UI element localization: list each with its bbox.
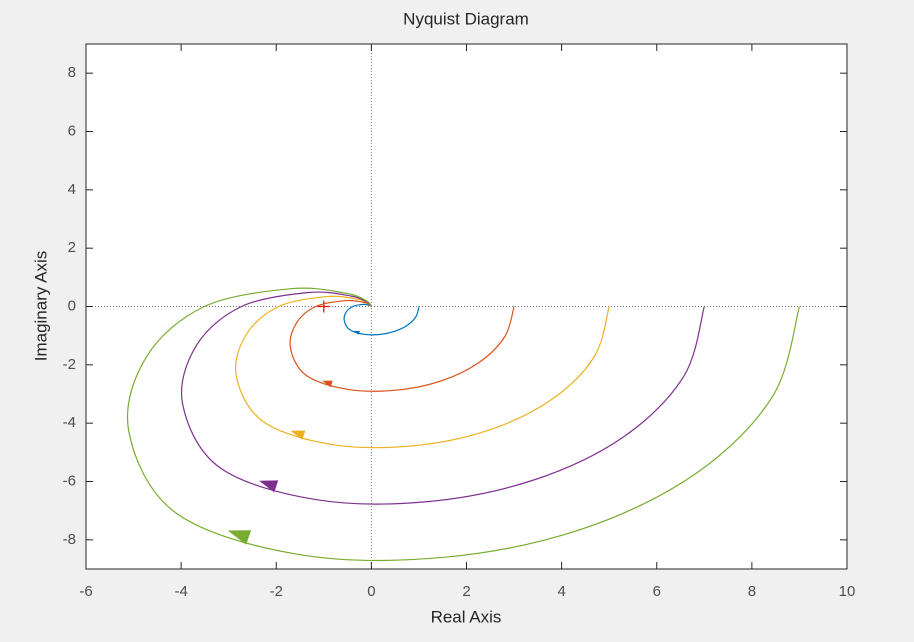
x-axis-label: Real Axis <box>431 607 502 626</box>
y-tick-label: -4 <box>63 414 76 431</box>
x-tick-label: 10 <box>839 583 856 600</box>
y-tick-label: -6 <box>63 472 76 489</box>
y-tick-label: 4 <box>68 181 76 198</box>
direction-arrow <box>227 530 252 545</box>
nyquist-curve <box>126 287 801 561</box>
x-tick-label: 8 <box>748 583 756 600</box>
y-tick-label: 2 <box>68 239 76 256</box>
y-tick-label: 8 <box>68 64 76 81</box>
y-tick-label: 6 <box>68 122 76 139</box>
x-tick-label: -4 <box>174 583 187 600</box>
y-tick-label: -2 <box>63 356 76 373</box>
y-axis-label: Imaginary Axis <box>31 251 50 362</box>
x-tick-label: -6 <box>79 583 92 600</box>
critical-point <box>317 300 330 313</box>
y-tick-label: 0 <box>68 297 76 314</box>
direction-arrow <box>322 380 333 388</box>
nyquist-curve <box>343 303 420 336</box>
direction-arrow <box>353 330 360 335</box>
y-tick-label: -8 <box>63 531 76 548</box>
chart-title: Nyquist Diagram <box>403 9 529 28</box>
axes-box <box>85 43 848 570</box>
nyquist-curve <box>289 299 515 392</box>
direction-arrow <box>259 480 279 493</box>
nyquist-curve <box>181 291 705 505</box>
direction-arrow <box>290 430 306 440</box>
x-tick-label: 2 <box>462 583 470 600</box>
x-tick-label: 0 <box>367 583 375 600</box>
x-tick-label: 6 <box>653 583 661 600</box>
x-tick-label: 4 <box>557 583 565 600</box>
nyquist-curve <box>235 295 610 449</box>
x-tick-label: -2 <box>270 583 283 600</box>
